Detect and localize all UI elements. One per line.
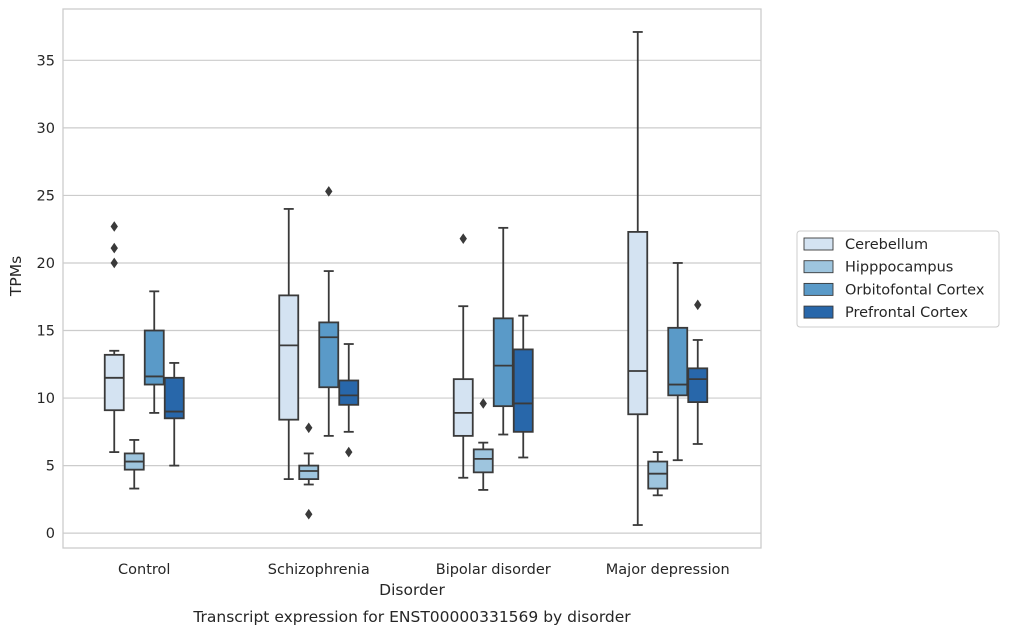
box — [123, 439, 145, 490]
legend-swatch — [803, 282, 834, 296]
series-orbitofontal-cortex — [143, 186, 689, 462]
x-tick-label: Control — [118, 562, 170, 578]
legend-swatch — [803, 260, 834, 274]
box — [163, 362, 185, 467]
iqr-box — [667, 326, 689, 397]
box — [298, 422, 320, 520]
y-tick-label: 15 — [37, 324, 55, 340]
outlier-point — [459, 233, 467, 244]
iqr-box — [318, 321, 340, 389]
y-axis-label: TPMs — [7, 256, 25, 297]
legend-frame — [796, 230, 1000, 328]
box — [338, 343, 360, 458]
outlier-point — [345, 446, 353, 458]
outlier-point — [110, 242, 118, 254]
box — [687, 299, 709, 445]
iqr-box — [492, 317, 514, 408]
iqr-box — [687, 367, 709, 404]
outlier-point — [694, 299, 702, 311]
y-axis-ticks: 0 5 10 15 20 25 30 35 — [37, 53, 55, 542]
chart-caption: Transcript expression for ENST0000033156… — [192, 608, 631, 626]
legend-label: Prefrontal Cortex — [845, 305, 968, 321]
y-tick-label: 10 — [37, 391, 55, 407]
iqr-box — [103, 353, 125, 412]
iqr-box — [627, 230, 649, 416]
outlier-point — [305, 508, 313, 520]
box — [667, 262, 689, 462]
outlier-point — [110, 257, 118, 269]
x-tick-label: Bipolar disorder — [436, 562, 551, 578]
y-tick-label: 30 — [37, 121, 55, 137]
iqr-box — [472, 448, 494, 474]
box — [103, 221, 125, 453]
box-series-group — [103, 31, 709, 526]
x-tick-label: Major depression — [606, 562, 730, 578]
y-tick-label: 0 — [46, 526, 55, 542]
box — [512, 314, 534, 459]
x-tick-label: Schizophrenia — [268, 562, 370, 578]
y-tick-label: 35 — [37, 53, 55, 69]
iqr-box — [338, 379, 360, 406]
iqr-box — [647, 460, 669, 490]
y-tick-label: 5 — [46, 459, 55, 475]
outlier-point — [479, 398, 487, 409]
iqr-box — [298, 464, 320, 481]
box — [472, 398, 494, 491]
iqr-box — [278, 294, 300, 421]
x-axis-ticks: Control Schizophrenia Bipolar disorder Majo… — [118, 562, 730, 578]
outlier-point — [325, 186, 333, 197]
outlier-point — [305, 422, 313, 434]
iqr-box — [452, 378, 474, 437]
legend-swatch — [803, 305, 834, 319]
series-cerebellum — [103, 31, 649, 526]
series-hipppocampus — [123, 398, 669, 520]
box — [278, 208, 300, 481]
iqr-box — [143, 329, 165, 386]
box — [452, 233, 474, 479]
x-axis-label: Disorder — [379, 581, 445, 599]
iqr-box — [163, 376, 185, 420]
y-tick-label: 25 — [37, 188, 55, 204]
legend-label: Orbitofontal Cortex — [845, 282, 985, 298]
legend-label: Hipppocampus — [845, 260, 953, 276]
y-tick-label: 20 — [37, 256, 55, 272]
box — [143, 290, 165, 414]
box — [647, 451, 669, 497]
box — [318, 186, 340, 437]
box — [492, 226, 514, 436]
legend-label: Cerebellum — [845, 237, 928, 253]
legend: Cerebellum Hipppocampus Orbitofontal Corte… — [796, 230, 1000, 328]
plot-frame — [62, 8, 762, 549]
legend-swatch — [803, 237, 834, 251]
outlier-point — [110, 221, 118, 232]
series-prefrontal-cortex — [163, 299, 709, 467]
box — [627, 31, 649, 526]
iqr-box — [512, 348, 534, 433]
